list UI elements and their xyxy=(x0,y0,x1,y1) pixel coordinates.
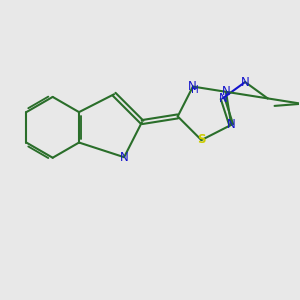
Text: N: N xyxy=(188,80,197,92)
Text: S: S xyxy=(197,133,206,146)
Text: H: H xyxy=(191,85,199,95)
Text: N: N xyxy=(241,76,250,88)
Text: N: N xyxy=(227,118,236,131)
Text: N: N xyxy=(219,92,228,105)
Text: N: N xyxy=(222,85,230,98)
Text: N: N xyxy=(120,151,129,164)
